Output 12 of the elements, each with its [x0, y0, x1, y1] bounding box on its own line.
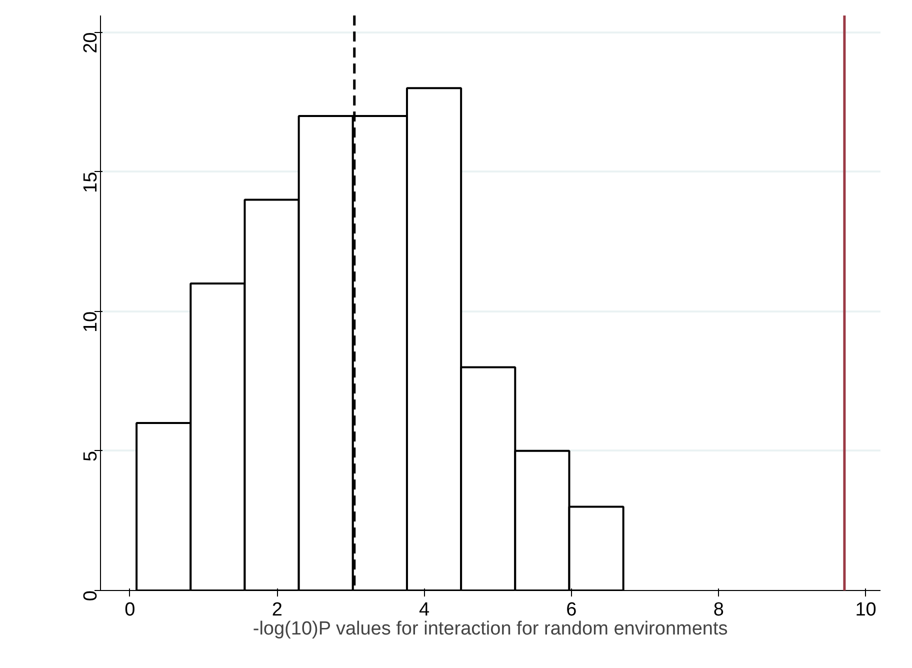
x-tick-label: 8: [713, 600, 724, 620]
y-tick-label: 15: [80, 172, 102, 193]
y-tick-label: 10: [80, 311, 102, 333]
y-tick-label: 20: [80, 32, 102, 54]
x-tick-label: 0: [124, 600, 136, 620]
y-tick-label: 0: [80, 590, 102, 602]
x-tick-label: 4: [418, 600, 430, 620]
x-tick-label: 6: [566, 600, 577, 620]
x-tick-label: 10: [855, 600, 876, 620]
y-tick-label: 5: [80, 450, 102, 462]
x-tick-label: 2: [272, 600, 282, 620]
x-axis-title: -log(10)P values for interaction for random environments: [252, 618, 728, 640]
